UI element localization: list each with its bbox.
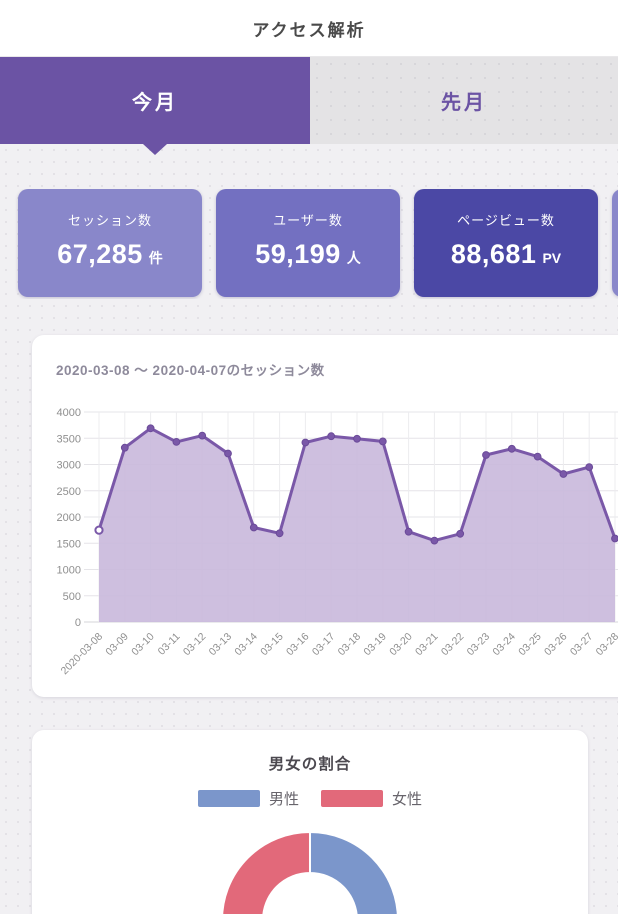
svg-text:0: 0: [75, 617, 81, 629]
male-swatch-icon: [197, 790, 260, 807]
stat-value: 59,199: [255, 239, 341, 269]
svg-text:03-21: 03-21: [413, 631, 441, 659]
svg-text:3500: 3500: [57, 433, 81, 445]
svg-text:03-27: 03-27: [568, 631, 596, 659]
svg-text:03-25: 03-25: [516, 631, 544, 659]
stat-unit: 件: [148, 250, 163, 266]
svg-text:500: 500: [63, 591, 81, 603]
svg-text:03-14: 03-14: [232, 631, 260, 659]
stat-card-partial: [612, 189, 618, 297]
svg-text:03-19: 03-19: [361, 631, 389, 659]
svg-text:2020-03-08: 2020-03-08: [59, 631, 106, 678]
svg-text:03-09: 03-09: [103, 631, 131, 659]
svg-text:03-10: 03-10: [129, 631, 157, 659]
month-tab-bar: 今月 先月: [0, 57, 618, 144]
female-swatch-icon: [321, 790, 383, 807]
stat-label: ページビュー数: [457, 213, 555, 228]
sessions-chart-panel: 2020-03-08 〜 2020-04-07のセッション数 0 500 1000 1…: [32, 335, 618, 697]
svg-text:03-28: 03-28: [594, 631, 618, 659]
svg-text:03-18: 03-18: [336, 631, 364, 659]
sessions-area-chart[interactable]: 0 500 1000 1500 2000 2500 3000 3500 4000 2020-03-…: [40, 393, 618, 693]
stat-card-sessions: セッション数 67,285 件: [18, 189, 202, 297]
tab-last-month[interactable]: 先月: [310, 57, 618, 144]
gender-chart-title: 男女の割合: [268, 756, 352, 773]
svg-text:03-17: 03-17: [310, 631, 338, 659]
svg-text:03-15: 03-15: [258, 631, 286, 659]
stat-card-pageviews: ページビュー数 88,681 PV: [414, 189, 598, 297]
svg-text:03-20: 03-20: [387, 631, 415, 659]
active-tab-pointer-icon: [143, 144, 167, 155]
svg-text:03-12: 03-12: [181, 631, 209, 659]
stat-unit: 人: [346, 250, 361, 266]
svg-text:3000: 3000: [57, 460, 81, 472]
svg-text:03-24: 03-24: [490, 631, 518, 659]
legend-label-male: 男性: [268, 791, 299, 808]
stat-value: 67,285: [57, 239, 143, 269]
svg-text:03-13: 03-13: [207, 631, 235, 659]
stat-unit: PV: [542, 250, 562, 266]
stat-cards-row[interactable]: セッション数 67,285 件 ユーザー数 59,199 人 ページビュー数 88,…: [0, 189, 618, 299]
tab-this-month[interactable]: 今月: [0, 57, 310, 144]
svg-text:03-11: 03-11: [156, 631, 183, 658]
legend-label-female: 女性: [392, 791, 423, 808]
svg-text:03-26: 03-26: [542, 631, 570, 659]
svg-text:2000: 2000: [57, 512, 81, 524]
gender-donut-chart[interactable]: [32, 820, 588, 914]
legend-item-male: 男性: [197, 788, 299, 809]
stat-label: ユーザー数: [273, 213, 343, 228]
legend-item-female: 女性: [321, 788, 422, 809]
svg-text:03-23: 03-23: [465, 631, 493, 659]
svg-text:1000: 1000: [57, 565, 81, 577]
svg-text:1500: 1500: [57, 538, 81, 550]
svg-text:03-16: 03-16: [284, 631, 312, 659]
sessions-chart-title: 2020-03-08 〜 2020-04-07のセッション数: [56, 363, 325, 378]
svg-text:2500: 2500: [57, 486, 81, 498]
stat-card-users: ユーザー数 59,199 人: [216, 189, 400, 297]
app-header: アクセス解析: [0, 0, 618, 57]
gender-chart-panel: 男女の割合 男性 女性: [32, 730, 588, 914]
gender-legend: 男性 女性: [32, 788, 588, 809]
svg-text:4000: 4000: [57, 407, 81, 419]
svg-text:03-22: 03-22: [439, 631, 467, 659]
page-title: アクセス解析: [252, 20, 366, 40]
stat-value: 88,681: [450, 239, 537, 269]
stat-label: セッション数: [67, 213, 152, 228]
